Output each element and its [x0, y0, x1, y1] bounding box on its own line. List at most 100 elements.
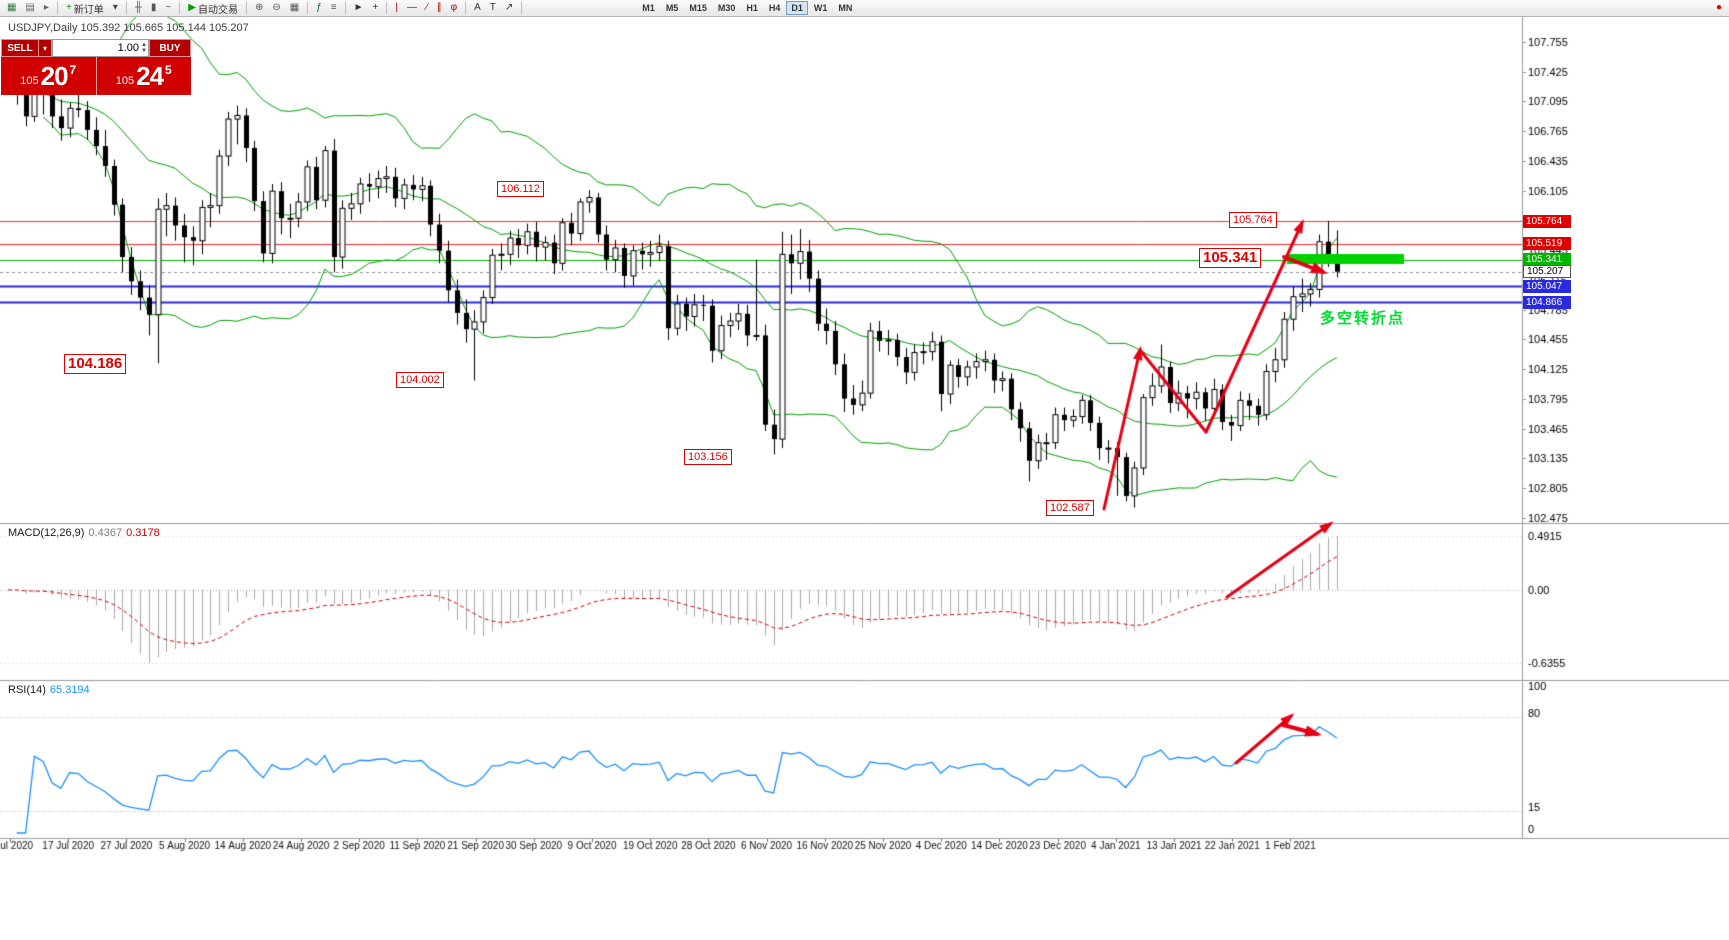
price-callout[interactable]: 104.186	[64, 354, 127, 374]
indicators-icon[interactable]: ƒ	[312, 1, 326, 15]
timeframe-d1[interactable]: D1	[786, 1, 808, 15]
line-chart-icon-glyph: ~	[165, 2, 172, 13]
timeframe-m30[interactable]: M30	[717, 3, 736, 13]
chart-shift-icon[interactable]: ▸	[40, 1, 53, 15]
price-tag: 105.341	[1523, 253, 1571, 266]
macd-value: 0.4367	[88, 527, 123, 539]
text-label-icon-glyph: T	[489, 2, 496, 13]
price-tag: 105.047	[1523, 280, 1571, 293]
sell-price-whole: 105	[20, 74, 39, 87]
timeframe-m15[interactable]: M15	[689, 3, 707, 13]
volume-input[interactable]: 1.00 ▲ ▼	[52, 39, 149, 57]
price-callout[interactable]: 103.156	[684, 449, 732, 465]
price-callout[interactable]: 105.341	[1199, 248, 1262, 268]
new-order-button-glyph: +	[65, 2, 72, 13]
toolbar-separator	[245, 2, 247, 14]
rsi-label: RSI(14) 65.3194	[8, 684, 94, 696]
chart-shift-icon-glyph: ▸	[43, 2, 49, 13]
vertical-line-icon-glyph: |	[395, 2, 398, 13]
price-callout[interactable]: 106.112	[497, 181, 544, 197]
timeframe-h4[interactable]: H4	[768, 3, 781, 13]
equidistant-channel-icon-glyph: ∥	[436, 2, 442, 13]
buy-price-whole: 105	[115, 74, 135, 87]
buy-price-pips: 24	[136, 61, 164, 91]
profiles-icon[interactable]: ▤	[21, 1, 38, 15]
spinner-up-icon[interactable]: ▲	[141, 42, 147, 48]
profiles-icon-glyph: ▤	[25, 2, 35, 13]
vertical-line-icon[interactable]: |	[391, 1, 402, 15]
price-callout[interactable]: 104.002	[396, 372, 444, 388]
macd-label: MACD(12,26,9) 0.4367 0.3178	[8, 527, 164, 539]
text-icon[interactable]: A	[470, 1, 485, 15]
timeframe-h1[interactable]: H1	[746, 3, 758, 13]
line-chart-icon[interactable]: ~	[161, 1, 175, 15]
price-tag: 105.207	[1523, 265, 1571, 278]
price-tag: 105.519	[1523, 237, 1571, 250]
toolbar-separator	[465, 2, 467, 14]
indicators-icon-glyph: ƒ	[316, 2, 322, 13]
zoom-out-icon-glyph: ⊖	[272, 2, 281, 13]
buy-price[interactable]: 105 24 5	[97, 57, 192, 95]
horizontal-line-icon[interactable]: —	[403, 1, 421, 15]
new-chart-icon-glyph: ▦	[7, 2, 17, 13]
timeframe-m5[interactable]: M5	[665, 3, 679, 13]
trade-panel-controls: SELL ▾ 1.00 ▲ ▼ BUY	[1, 39, 191, 57]
crosshair-icon[interactable]: +	[369, 1, 383, 15]
text-label-icon[interactable]: T	[486, 1, 500, 15]
toolbar-separator	[307, 2, 309, 14]
macd-signal-value: 0.3178	[126, 527, 160, 539]
equidistant-channel-icon[interactable]: ∥	[433, 1, 446, 15]
cursor-icon[interactable]: ►	[350, 1, 368, 15]
volume-value: 1.00	[117, 42, 140, 54]
order-dropdown-icon[interactable]: ▾	[109, 1, 122, 15]
crosshair-icon-glyph: +	[372, 2, 379, 13]
sell-price[interactable]: 105 20 7	[1, 57, 96, 95]
toolbar-separator	[56, 2, 58, 14]
arrows-icon-glyph: ↗	[504, 2, 514, 13]
bar-chart-icon-glyph: ╫	[134, 2, 142, 13]
timeframe-m1[interactable]: M1	[642, 3, 655, 13]
timeframe-w1[interactable]: W1	[813, 3, 828, 13]
price-callout[interactable]: 105.764	[1229, 212, 1277, 228]
new-chart-icon[interactable]: ▦	[3, 1, 20, 15]
trade-options-dropdown-icon[interactable]: ▾	[39, 39, 52, 57]
arrows-icon[interactable]: ↗	[501, 1, 517, 15]
sell-price-point: 7	[69, 63, 77, 77]
new-order-button[interactable]: + 新订单	[62, 1, 108, 16]
order-dropdown-icon-glyph: ▾	[112, 2, 118, 13]
tile-windows-icon[interactable]: ▦	[286, 1, 303, 15]
zoom-out-icon[interactable]: ⊖	[268, 1, 284, 15]
trendline-icon-glyph: ∕	[425, 2, 428, 13]
trendline-icon[interactable]: ∕	[422, 1, 432, 15]
one-click-trading-panel: SELL ▾ 1.00 ▲ ▼ BUY 105 20 7 105 24 5	[1, 39, 191, 95]
text-icon-glyph: A	[474, 2, 481, 13]
toolbar-separator	[386, 2, 388, 14]
autotrading-button-glyph: ▶	[188, 2, 196, 13]
sell-button[interactable]: SELL	[1, 39, 39, 57]
rsi-name: RSI(14)	[8, 684, 46, 696]
bar-chart-icon[interactable]: ╫	[131, 1, 146, 15]
fibonacci-icon[interactable]: φ	[447, 1, 461, 15]
timeframe-mn[interactable]: MN	[838, 3, 853, 13]
tile-windows-icon-glyph: ▦	[289, 2, 300, 13]
zoom-in-icon-glyph: ⊕	[254, 2, 264, 13]
community-icon[interactable]: ●	[1712, 1, 1726, 15]
buy-button[interactable]: BUY	[149, 39, 191, 57]
zoom-in-icon[interactable]: ⊕	[251, 1, 267, 15]
trade-panel-prices: 105 20 7 105 24 5	[1, 57, 191, 95]
autotrading-button[interactable]: ▶ 自动交易	[184, 1, 242, 16]
chart-title: USDJPY,Daily 105.392 105.665 105.144 105…	[8, 22, 249, 34]
toolbar: ▦ ▤ ▸ + 新订单 ▾ ╫ ▮ ~ ▶ 自动交易 ⊕ ⊖ ▦ ƒ ≡ ► + | — ∕ ∥ φ A T ↗ M1 M5 M15 M3…	[0, 0, 1729, 17]
fibonacci-icon-glyph: φ	[450, 2, 458, 13]
objects-list-icon[interactable]: ≡	[327, 1, 341, 15]
volume-spinner[interactable]: ▲ ▼	[141, 42, 147, 54]
spinner-down-icon[interactable]: ▼	[141, 48, 147, 54]
toolbar-separator	[125, 2, 127, 14]
price-tag: 105.764	[1523, 215, 1571, 228]
macd-name: MACD(12,26,9)	[8, 527, 85, 539]
toolbar-separator	[344, 2, 346, 14]
candlestick-chart-icon[interactable]: ▮	[147, 1, 161, 15]
price-callout[interactable]: 102.587	[1046, 500, 1094, 516]
